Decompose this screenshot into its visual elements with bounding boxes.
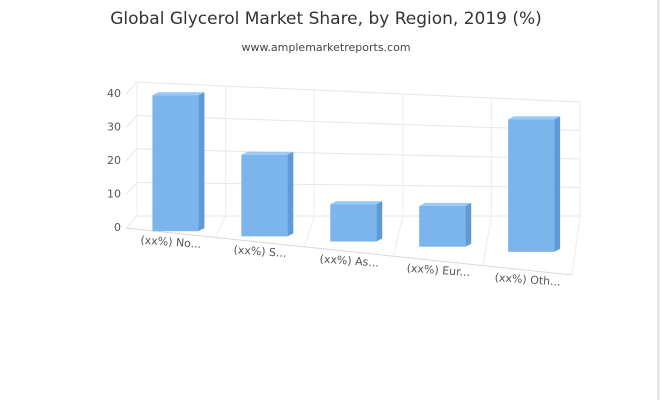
floor-divider bbox=[571, 215, 581, 276]
gridline bbox=[136, 115, 581, 131]
gridline bbox=[136, 81, 581, 103]
bar-top bbox=[419, 202, 472, 206]
bar-side bbox=[554, 116, 561, 252]
gridline bbox=[136, 148, 581, 160]
bar-top bbox=[330, 201, 383, 205]
floor-divider bbox=[482, 215, 492, 266]
x-category-label: (xx%) S... bbox=[233, 243, 287, 260]
gridline-side bbox=[125, 115, 138, 128]
bar[interactable] bbox=[508, 116, 561, 252]
bar-front bbox=[330, 204, 377, 242]
floor-divider bbox=[303, 215, 315, 247]
y-tick-label: 10 bbox=[107, 188, 121, 201]
x-category-label: (xx%) As... bbox=[319, 252, 379, 269]
bar-front bbox=[508, 119, 555, 252]
bar-side bbox=[376, 201, 383, 242]
bar[interactable] bbox=[419, 202, 472, 247]
x-category-label: (xx%) Oth... bbox=[494, 271, 561, 289]
bar-top bbox=[508, 116, 561, 120]
gridline-side bbox=[125, 81, 138, 95]
x-category-label: (xx%) No... bbox=[140, 234, 202, 251]
floor-divider bbox=[125, 215, 138, 229]
bars bbox=[152, 92, 561, 252]
bar-front bbox=[241, 154, 288, 237]
x-axis-labels: (xx%) No... (xx%) S... (xx%) As... (xx%) Eu… bbox=[140, 234, 561, 289]
gridline bbox=[136, 182, 581, 188]
y-tick-label: 0 bbox=[114, 221, 121, 234]
chart-title: Global Glycerol Market Share, by Region,… bbox=[110, 9, 542, 29]
bar[interactable] bbox=[330, 201, 383, 242]
bar-side bbox=[198, 92, 205, 232]
y-tick-label: 30 bbox=[107, 121, 121, 134]
scrollbar-edge bbox=[657, 0, 660, 400]
y-tick-label: 40 bbox=[107, 87, 121, 100]
gridline-side bbox=[125, 182, 138, 195]
bar-side bbox=[287, 151, 294, 237]
chart-subtitle: www.amplemarketreports.com bbox=[241, 41, 411, 54]
bar[interactable] bbox=[152, 92, 205, 232]
grid bbox=[125, 81, 581, 276]
floor-divider bbox=[393, 215, 404, 257]
bar-side bbox=[465, 202, 472, 247]
y-axis-ticks: 0 10 20 30 40 bbox=[107, 87, 121, 234]
floor-divider bbox=[214, 215, 227, 238]
floor-edge bbox=[125, 227, 573, 276]
bar[interactable] bbox=[241, 151, 294, 237]
bar-front bbox=[419, 205, 466, 247]
x-category-label: (xx%) Eur... bbox=[406, 262, 470, 279]
gridline-side bbox=[125, 148, 138, 162]
bar-front bbox=[152, 95, 199, 232]
bar-top bbox=[241, 151, 294, 155]
bar-top bbox=[152, 92, 205, 96]
y-tick-label: 20 bbox=[107, 154, 121, 167]
